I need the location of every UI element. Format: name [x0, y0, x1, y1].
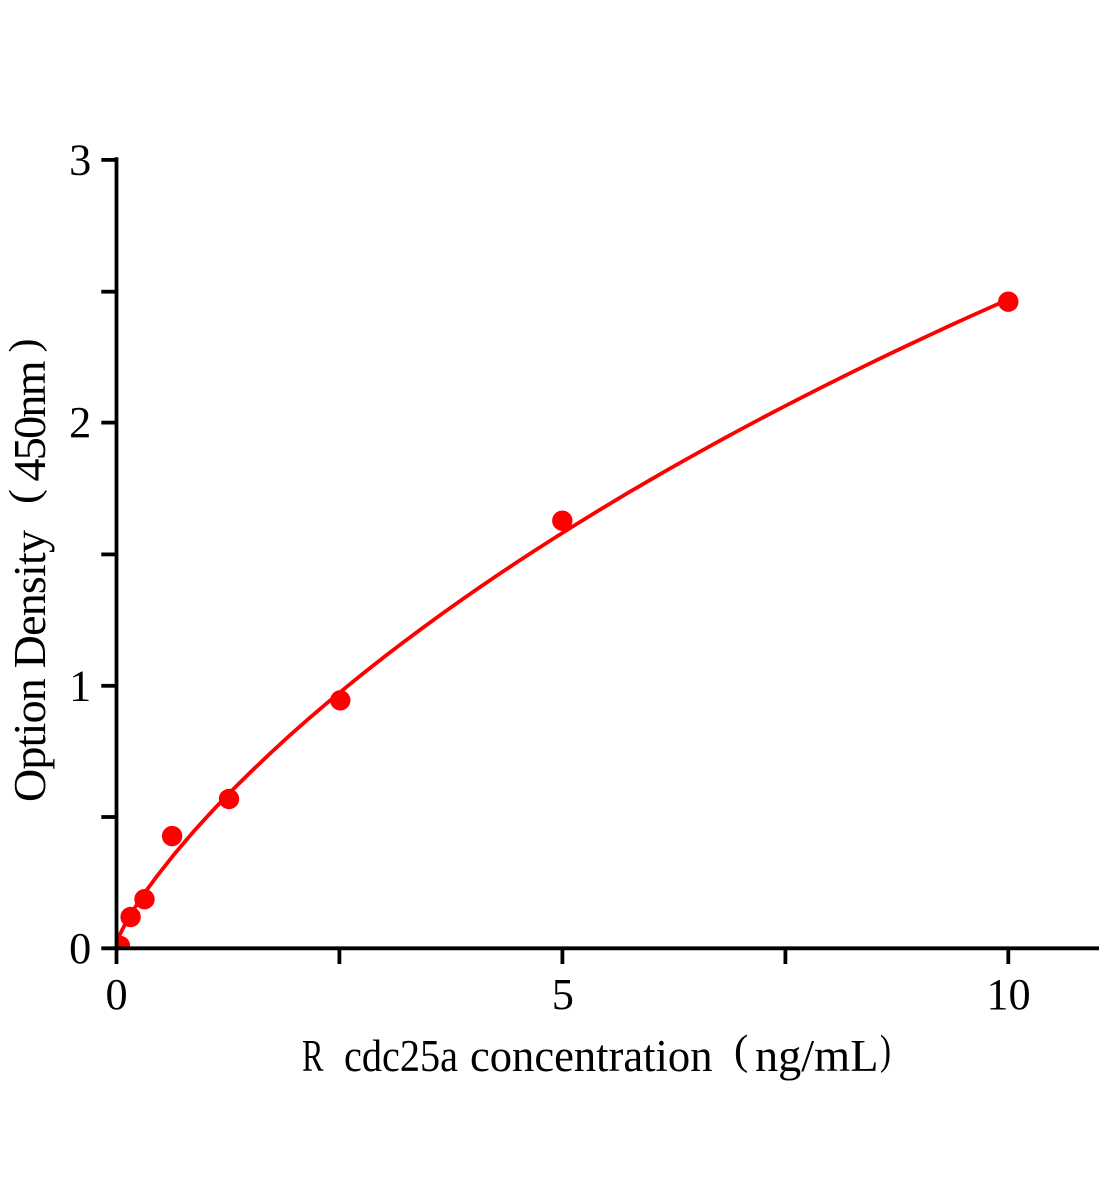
svg-text:10: 10	[986, 970, 1030, 1019]
svg-text:cdc25a: cdc25a	[344, 1031, 458, 1081]
svg-text:1: 1	[69, 662, 91, 711]
svg-text:2: 2	[69, 398, 91, 447]
svg-text:R: R	[302, 1031, 324, 1081]
svg-text:): )	[880, 1028, 891, 1074]
svg-text:): )	[2, 339, 48, 353]
svg-text:0: 0	[69, 924, 91, 973]
svg-text:3: 3	[69, 136, 91, 185]
svg-text:concentration: concentration	[470, 1031, 713, 1081]
svg-text:(: (	[2, 489, 48, 504]
svg-text:(: (	[734, 1028, 748, 1074]
svg-text:0: 0	[106, 970, 128, 1019]
svg-text:450nm: 450nm	[4, 360, 55, 481]
svg-text:ng/mL: ng/mL	[755, 1030, 879, 1081]
svg-text:5: 5	[552, 970, 574, 1019]
svg-text:Option Density: Option Density	[4, 530, 55, 802]
